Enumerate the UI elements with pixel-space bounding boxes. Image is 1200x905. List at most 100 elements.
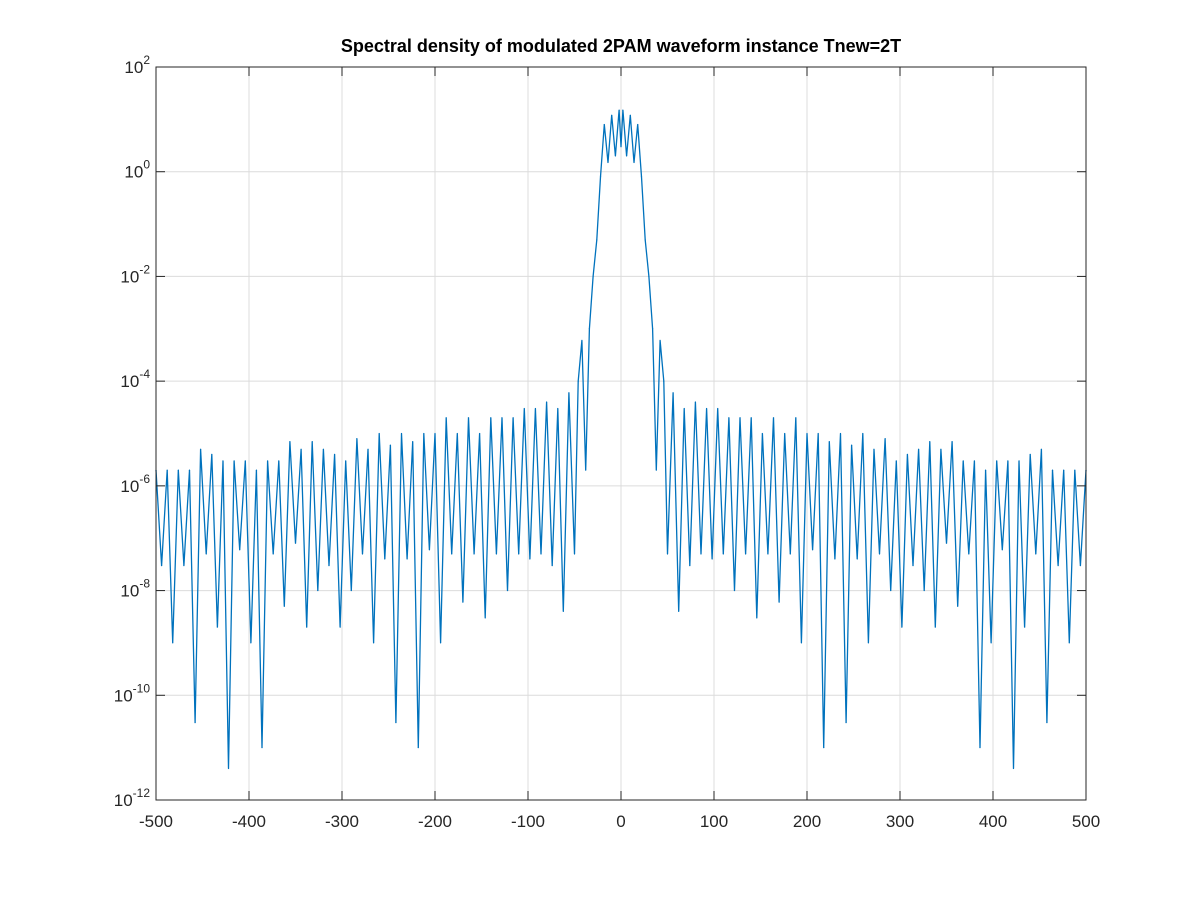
- data-point: [789, 553, 791, 555]
- data-point: [728, 417, 730, 419]
- data-point: [490, 417, 492, 419]
- data-point: [194, 722, 196, 724]
- x-tick-label: 100: [700, 812, 728, 831]
- data-point: [456, 432, 458, 435]
- data-point: [828, 441, 830, 443]
- data-point: [406, 558, 408, 560]
- x-tick-label: 200: [793, 812, 821, 831]
- data-point: [1063, 469, 1065, 471]
- x-tick-label: -500: [139, 812, 173, 831]
- data-point: [979, 747, 981, 749]
- grid-y: [156, 171, 1086, 696]
- data-point: [222, 460, 224, 462]
- data-point: [750, 417, 752, 419]
- data-point: [412, 441, 414, 443]
- data-point: [834, 558, 836, 560]
- data-point: [384, 558, 386, 560]
- y-tick-label: 10-8: [120, 577, 150, 601]
- data-point: [177, 469, 179, 471]
- data-point: [205, 553, 207, 555]
- data-point: [761, 432, 763, 435]
- data-point: [839, 432, 842, 435]
- data-point: [540, 553, 542, 555]
- data-point: [666, 553, 669, 555]
- data-point: [884, 437, 886, 440]
- data-point: [629, 114, 631, 116]
- data-point: [655, 469, 657, 471]
- data-point: [722, 553, 724, 555]
- data-point: [562, 610, 564, 613]
- data-point: [1074, 469, 1076, 471]
- data-point: [283, 605, 285, 607]
- data-point: [973, 460, 976, 462]
- data-point: [800, 642, 803, 644]
- data-point: [339, 626, 341, 628]
- data-point: [633, 161, 635, 164]
- data-point: [188, 469, 191, 471]
- x-tick-label: -300: [325, 812, 359, 831]
- data-point: [962, 460, 964, 462]
- data-point: [1001, 549, 1003, 551]
- data-point: [878, 553, 881, 555]
- data-point: [345, 460, 347, 462]
- data-point: [1035, 553, 1037, 555]
- data-point: [239, 549, 241, 551]
- x-tick-label: 400: [979, 812, 1007, 831]
- data-point: [934, 626, 936, 628]
- x-ticks: [155, 67, 1087, 800]
- data-point: [795, 417, 797, 419]
- data-point: [694, 401, 697, 403]
- data-point: [1012, 767, 1015, 770]
- data-point: [996, 460, 998, 462]
- data-point: [227, 767, 230, 770]
- data-point: [659, 339, 661, 342]
- data-point: [756, 617, 758, 619]
- data-point: [484, 617, 486, 619]
- data-point: [823, 747, 825, 749]
- data-point: [356, 437, 358, 440]
- data-point: [518, 553, 520, 555]
- data-point: [439, 642, 442, 644]
- data-point: [811, 549, 814, 551]
- data-point: [767, 553, 769, 555]
- data-point: [717, 407, 719, 410]
- data-point: [183, 564, 185, 567]
- data-point: [585, 469, 587, 471]
- data-point: [607, 161, 609, 164]
- data-point: [400, 432, 403, 435]
- data-point: [568, 392, 570, 394]
- data-point: [689, 564, 691, 567]
- data-point: [512, 417, 514, 419]
- data-point: [895, 460, 897, 462]
- data-point: [596, 239, 598, 241]
- data-point: [389, 444, 391, 446]
- data-point: [395, 722, 397, 724]
- data-point: [968, 553, 970, 555]
- data-point: [451, 553, 453, 555]
- data-point: [428, 549, 431, 551]
- data-point: [644, 239, 646, 241]
- data-point: [272, 553, 274, 555]
- data-point: [739, 417, 741, 419]
- data-point: [473, 553, 475, 555]
- x-tick-labels: -500 -400 -300 -200 -100 0 100 200 300 400 500: [139, 812, 1100, 831]
- data-point: [1040, 448, 1042, 450]
- data-point: [423, 432, 425, 435]
- data-point: [317, 589, 319, 592]
- data-point: [929, 441, 931, 443]
- data-point: [620, 146, 622, 148]
- data-point: [378, 432, 380, 435]
- data-point: [434, 432, 436, 435]
- data-point: [856, 558, 858, 560]
- x-tick-label: 300: [886, 812, 914, 831]
- data-point: [648, 275, 650, 278]
- data-point: [361, 553, 364, 555]
- data-point: [261, 747, 263, 749]
- data-point: [912, 564, 914, 567]
- data-point: [806, 432, 808, 435]
- data-point: [1007, 460, 1009, 462]
- data-point: [923, 589, 925, 592]
- data-point: [711, 558, 713, 560]
- data-point: [625, 155, 628, 157]
